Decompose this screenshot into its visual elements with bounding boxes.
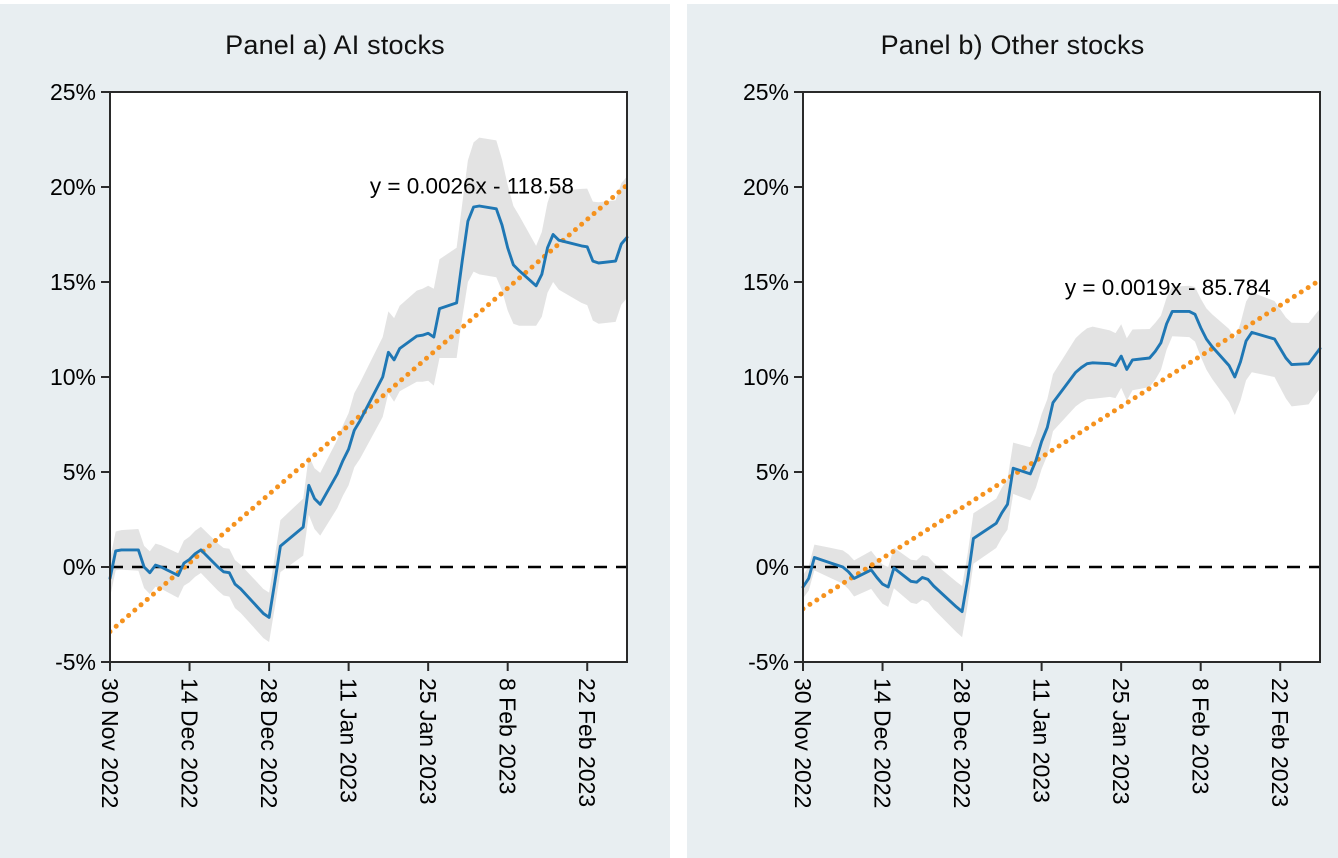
panel-b-title: Panel b) Other stocks — [880, 30, 1145, 60]
y-tick-label: 20% — [743, 174, 789, 200]
panel-a: Panel a) AI stocks 25% 20% 15% 10% 5% 0% -5% 30… — [0, 4, 670, 858]
panel-b-chart: 25% 20% 15% 10% 5% 0% -5%30 Nov 2022 14 Dec 202… — [743, 79, 1322, 808]
y-tick-label: 10% — [50, 364, 96, 390]
x-tick-label: 14 Dec 2022 — [177, 678, 203, 808]
x-tick-label: 22 Feb 2023 — [574, 678, 600, 807]
y-tick-label: 5% — [63, 459, 96, 485]
x-tick-label: 30 Nov 2022 — [97, 678, 123, 808]
x-tick-label: 11 Jan 2023 — [1029, 678, 1055, 803]
trend-equation-label: y = 0.0019x - 85.784 — [1065, 275, 1271, 300]
panel-a-title: Panel a) AI stocks — [225, 30, 445, 60]
y-tick-label: 15% — [50, 269, 96, 295]
trend-line — [110, 182, 627, 635]
panel-b: Panel b) Other stocks 25% 20% 15% 10% 5% 0% -5… — [687, 4, 1338, 858]
y-tick-label: -5% — [748, 649, 789, 675]
x-tick-label: 28 Dec 2022 — [256, 678, 282, 808]
x-tick-label: 8 Feb 2023 — [1188, 678, 1214, 794]
x-tick-label: 25 Jan 2023 — [415, 678, 441, 805]
x-tick-label: 25 Jan 2023 — [1108, 678, 1134, 805]
x-tick-label: 11 Jan 2023 — [336, 678, 362, 803]
y-tick-label: 5% — [756, 459, 789, 485]
x-tick-label: 8 Feb 2023 — [495, 678, 521, 794]
y-tick-label: 25% — [50, 79, 96, 105]
y-tick-label: 25% — [743, 79, 789, 105]
confidence-band — [803, 285, 1320, 638]
x-tick-label: 30 Nov 2022 — [790, 678, 816, 808]
y-tick-label: 20% — [50, 174, 96, 200]
trend-line — [803, 277, 1320, 612]
y-tick-label: 10% — [743, 364, 789, 390]
y-tick-label: -5% — [55, 649, 96, 675]
x-tick-label: 14 Dec 2022 — [870, 678, 896, 808]
confidence-band — [110, 137, 627, 642]
series-line — [108, 204, 629, 619]
panel-a-chart: 25% 20% 15% 10% 5% 0% -5%30 Nov 2022 14 Dec 202… — [50, 79, 629, 808]
y-tick-label: 15% — [743, 269, 789, 295]
series-line — [801, 309, 1322, 614]
y-tick-label: 0% — [63, 554, 96, 580]
y-tick-label: 0% — [756, 554, 789, 580]
x-tick-label: 22 Feb 2023 — [1267, 678, 1293, 807]
x-tick-label: 28 Dec 2022 — [949, 678, 975, 808]
trend-equation-label: y = 0.0026x - 118.58 — [370, 174, 574, 199]
